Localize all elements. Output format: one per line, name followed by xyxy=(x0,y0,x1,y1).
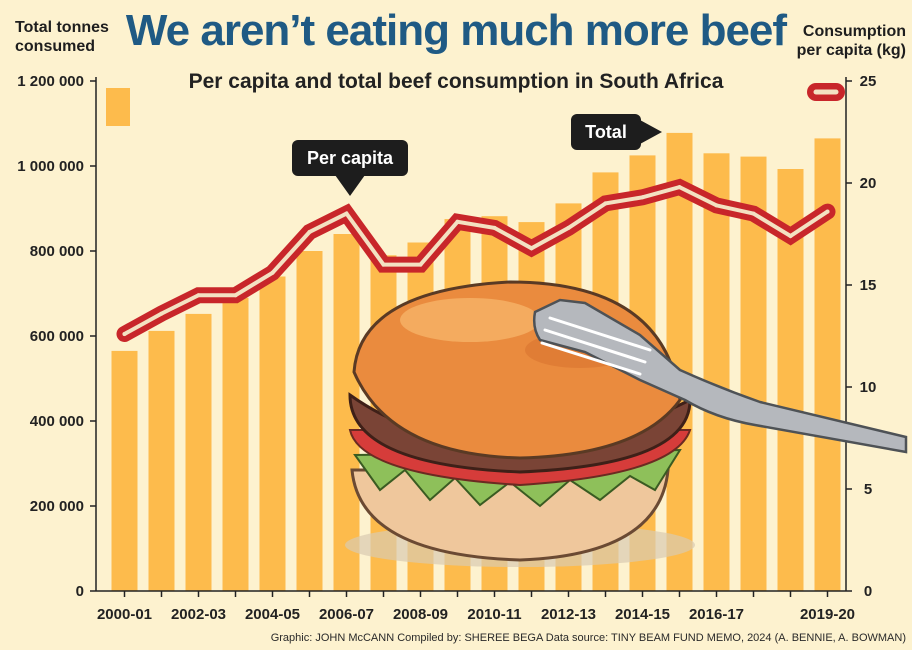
per-capita-point xyxy=(825,209,830,214)
left-tick-label: 200 000 xyxy=(30,498,84,515)
x-tick-label: 2002-03 xyxy=(171,606,226,623)
x-tick-label: 2016-17 xyxy=(689,606,744,623)
chart-subtitle: Per capita and total beef consumption in… xyxy=(188,70,724,93)
per-capita-point xyxy=(270,270,275,275)
per-capita-point xyxy=(455,219,460,224)
right-tick-label: 15 xyxy=(860,277,877,294)
left-tick-label: 0 xyxy=(76,583,84,600)
x-tick-label: 2008-09 xyxy=(393,606,448,623)
x-tick-label: 2000-01 xyxy=(97,606,152,623)
total-bar xyxy=(703,153,730,592)
x-tick-label: 2004-05 xyxy=(245,606,300,623)
right-tick-label: 0 xyxy=(864,583,872,600)
burger-with-fork-illustration xyxy=(345,280,908,567)
per-capita-point xyxy=(492,225,497,230)
x-tick-label: 2006-07 xyxy=(319,606,374,623)
right-tick-label: 5 xyxy=(864,481,872,498)
per-capita-point xyxy=(196,293,201,298)
legend-total-swatch xyxy=(106,88,130,126)
total-bar xyxy=(185,313,212,591)
right-tick-label: 25 xyxy=(860,73,877,90)
per-capita-callout-label: Per capita xyxy=(307,148,394,168)
per-capita-point xyxy=(381,262,386,267)
x-tick-label: 2014-15 xyxy=(615,606,670,623)
per-capita-point xyxy=(159,311,164,316)
left-tick-label: 1 000 000 xyxy=(17,158,84,175)
per-capita-point xyxy=(307,230,312,234)
fork-icon xyxy=(532,298,908,454)
per-capita-point xyxy=(714,203,719,208)
per-capita-point xyxy=(122,332,127,336)
per-capita-point xyxy=(751,211,756,216)
left-tick-label: 800 000 xyxy=(30,243,84,260)
per-capita-point xyxy=(640,195,645,200)
chart-title: We aren’t eating much more beef xyxy=(125,6,787,55)
per-capita-callout: Per capita xyxy=(292,140,408,196)
per-capita-point xyxy=(603,201,608,206)
per-capita-point xyxy=(233,293,238,298)
x-tick-label: 2010-11 xyxy=(467,606,521,623)
chart-axes: 1 200 000 1 000 000 800 000 600 000 400 000 2… xyxy=(17,73,876,623)
total-bar xyxy=(296,251,323,591)
total-bar xyxy=(222,297,249,592)
x-tick-label: 2012-13 xyxy=(541,606,596,623)
total-bar xyxy=(111,350,138,591)
per-capita-point xyxy=(788,234,793,238)
total-callout: Total xyxy=(571,114,662,150)
total-bar xyxy=(740,156,767,591)
per-capita-point xyxy=(566,225,571,230)
total-bar xyxy=(148,330,175,591)
left-tick-label: 1 200 000 xyxy=(17,73,84,90)
right-axis-label: Consumption per capita (kg) xyxy=(796,23,906,59)
credit-line: Graphic: JOHN McCANN Compiled by: SHEREE… xyxy=(270,632,906,644)
bun-highlight xyxy=(400,298,540,342)
per-capita-point xyxy=(677,185,682,190)
right-tick-label: 20 xyxy=(860,175,877,192)
per-capita-line xyxy=(116,178,836,342)
per-capita-point xyxy=(418,262,423,267)
total-bar xyxy=(259,276,286,591)
per-capita-line-inner xyxy=(122,184,830,336)
left-tick-label: 400 000 xyxy=(30,413,84,430)
x-tick-label: 2019-20 xyxy=(800,606,855,623)
left-tick-label: 600 000 xyxy=(30,328,84,345)
per-capita-point xyxy=(344,211,349,216)
per-capita-point xyxy=(529,246,534,251)
left-axis-label: Total tonnes consumed xyxy=(15,19,109,55)
fork-tines xyxy=(540,316,652,376)
right-tick-label: 10 xyxy=(860,379,877,396)
total-callout-label: Total xyxy=(585,122,627,142)
